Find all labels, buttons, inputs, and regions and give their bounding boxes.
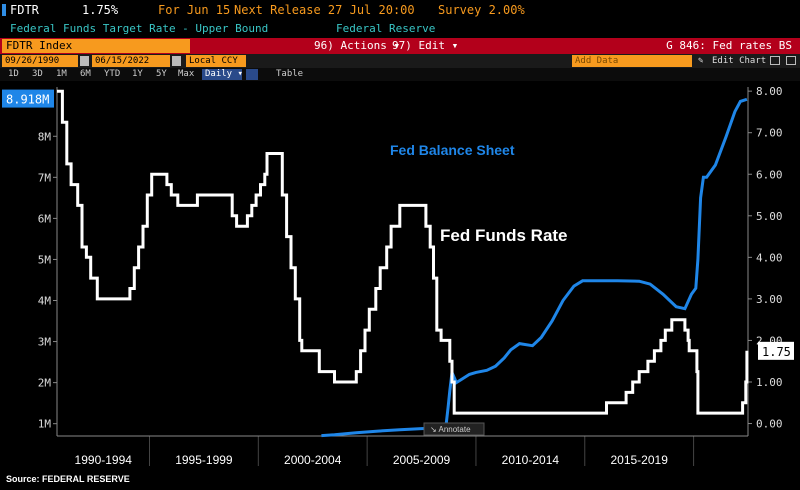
for-date: For Jun 15 (158, 3, 231, 17)
survey: Survey 2.00% (438, 3, 525, 17)
edit-chart-button[interactable]: Edit Chart (712, 56, 767, 66)
right-last-value-label: 1.75 (762, 345, 791, 359)
frequency-select[interactable]: Daily ▾ (202, 69, 243, 80)
period-controls: 1D 3D 1M 6M YTD 1Y 5Y Max Daily ▾ Table (0, 68, 800, 81)
chart-title: G 846: Fed rates BS (666, 39, 792, 52)
security-header: FDTR 1.75% For Jun 15 Next Release 27 Ju… (0, 0, 800, 20)
chart-labels: Fed Balance Sheet Fed Funds Rate 8.918M 1.7… (2, 89, 794, 436)
annotate-button[interactable] (423, 422, 485, 436)
index-field[interactable]: FDTR Index (2, 39, 190, 53)
left-tick-label: 4M (38, 295, 52, 308)
left-last-value-label: 8.918M (6, 93, 49, 107)
x-category-label: 2010-2014 (502, 453, 560, 467)
add-data-field[interactable]: Add Data (572, 55, 692, 67)
edit-menu[interactable]: 97) Edit ▾ (392, 39, 459, 52)
x-category-label: 1995-1999 (175, 453, 233, 467)
left-tick-label: 3M (38, 336, 52, 349)
x-category-label: 2005-2009 (393, 453, 451, 467)
balance-sheet-annotation: Fed Balance Sheet (390, 142, 515, 158)
grid (148, 436, 695, 466)
chart-area: 1M2M3M4M5M6M7M8M0.001.002.003.004.005.00… (2, 85, 794, 467)
left-tick-label: 6M (38, 212, 52, 225)
start-date-field[interactable]: 09/26/1990 (2, 55, 78, 67)
right-tick-label: 8.00 (756, 85, 783, 98)
command-toolbar: FDTR Index 96) Actions ▾ 97) Edit ▾ G 84… (0, 38, 800, 54)
ticker-flag (2, 4, 6, 16)
left-tick-label: 8M (38, 130, 52, 143)
source-footer: Source: FEDERAL RESERVE (6, 474, 130, 484)
pencil-icon[interactable]: ✎ (698, 56, 704, 66)
right-tick-label: 0.00 (756, 418, 783, 431)
left-tick-label: 5M (38, 253, 52, 266)
date-controls: 09/26/1990 06/15/2022 Local CCY Add Data… (0, 54, 800, 68)
period-max[interactable]: Max (178, 69, 195, 79)
x-category-label: 1990-1994 (75, 453, 133, 467)
period-6m[interactable]: 6M (80, 69, 91, 79)
calendar-icon[interactable] (172, 56, 181, 66)
calendar-icon[interactable] (80, 56, 89, 66)
table-button[interactable]: Table (276, 69, 304, 79)
annotate-button-label[interactable]: ↘ Annotate (430, 425, 471, 434)
left-last-value-flag (2, 89, 54, 108)
data-source: Federal Reserve (336, 22, 436, 35)
right-tick-label: 4.00 (756, 251, 783, 264)
settings-icon[interactable] (786, 56, 796, 65)
left-tick-label: 2M (38, 377, 52, 390)
right-last-value-flag (758, 341, 794, 360)
maximize-icon[interactable] (770, 56, 780, 65)
period-5y[interactable]: 5Y (156, 69, 167, 79)
right-tick-label: 5.00 (756, 210, 783, 223)
next-release: Next Release 27 Jul 20:00 (234, 3, 415, 17)
x-category-label: 2015-2019 (610, 453, 668, 467)
description-row: Federal Funds Target Rate - Upper Bound … (0, 20, 800, 37)
right-tick-label: 1.00 (756, 376, 783, 389)
chart-type-icon[interactable] (246, 69, 258, 80)
left-tick-label: 7M (38, 171, 52, 184)
funds-rate-line (57, 89, 749, 415)
left-tick-label: 1M (38, 418, 52, 431)
funds-rate-annotation: Fed Funds Rate (440, 226, 568, 245)
period-ytd[interactable]: YTD (104, 69, 121, 79)
period-1d[interactable]: 1D (8, 69, 19, 79)
period-3d[interactable]: 3D (32, 69, 43, 79)
currency-field[interactable]: Local CCY (186, 55, 246, 67)
right-tick-label: 7.00 (756, 127, 783, 140)
actions-menu[interactable]: 96) Actions ▾ (314, 39, 401, 52)
right-tick-label: 6.00 (756, 168, 783, 181)
right-tick-label: 3.00 (756, 293, 783, 306)
ticker: FDTR (10, 3, 39, 17)
last-value: 1.75% (82, 3, 119, 17)
security-description: Federal Funds Target Rate - Upper Bound (10, 22, 269, 35)
end-date-field[interactable]: 06/15/2022 (92, 55, 170, 67)
x-category-label: 2000-2004 (284, 453, 342, 467)
period-1m[interactable]: 1M (56, 69, 67, 79)
period-1y[interactable]: 1Y (132, 69, 143, 79)
